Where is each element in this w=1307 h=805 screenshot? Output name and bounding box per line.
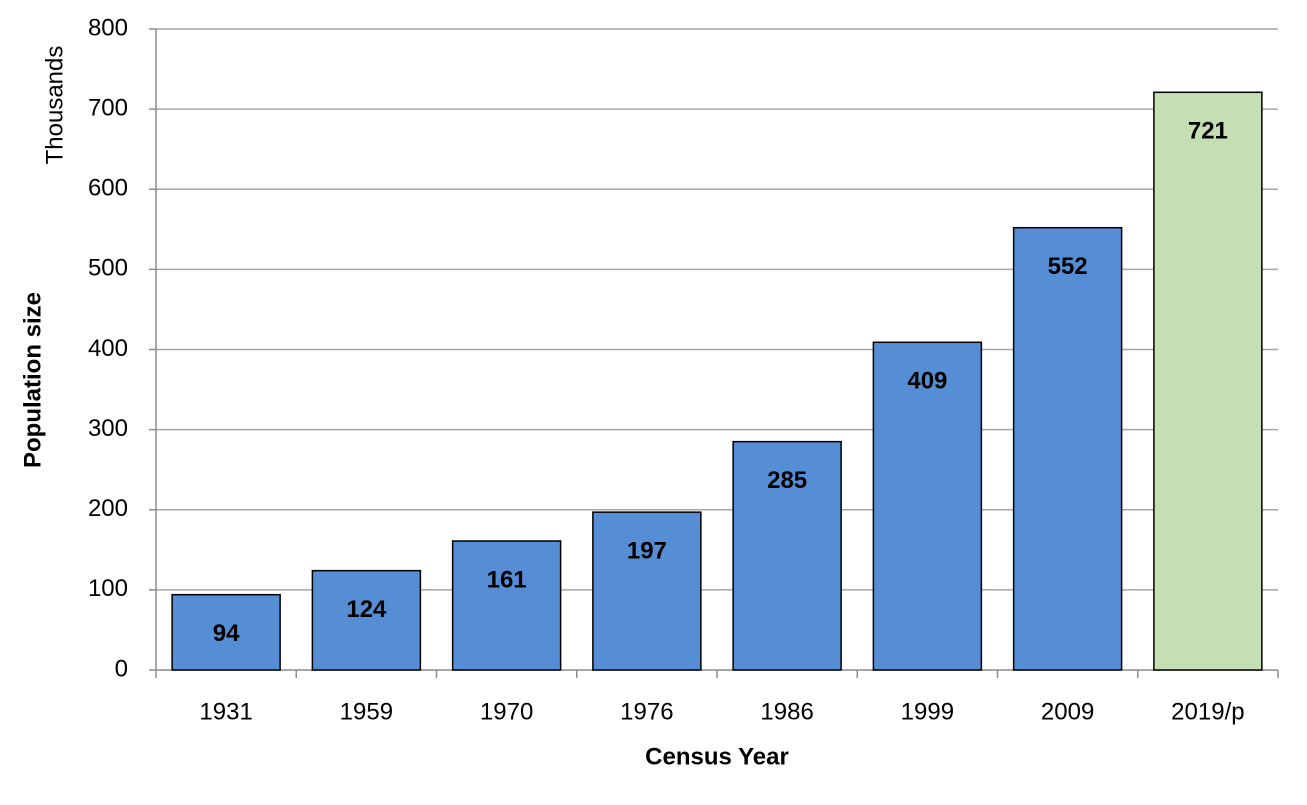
x-tick-label: 1970 <box>480 698 533 725</box>
bar <box>1153 91 1263 671</box>
bar <box>872 341 983 671</box>
value-label: 552 <box>1048 253 1088 280</box>
bar <box>592 511 702 671</box>
bar <box>732 440 842 671</box>
y-tick-label: 200 <box>88 495 128 522</box>
y-tick-label: 300 <box>88 415 128 442</box>
bar <box>311 569 422 671</box>
value-label: 197 <box>627 537 667 564</box>
y-tick-label: 100 <box>88 575 128 602</box>
x-axis-title: Census Year <box>645 743 789 770</box>
x-tick-label: 2019/p <box>1171 698 1244 725</box>
y-tick-label: 800 <box>88 14 128 41</box>
value-label: 161 <box>487 566 527 593</box>
y-tick-label: 0 <box>115 655 128 682</box>
y-tick-label: 600 <box>88 175 128 202</box>
y-unit-label: Thousands <box>41 46 68 165</box>
value-label: 124 <box>346 596 387 623</box>
bar <box>171 593 281 671</box>
y-tick-label: 400 <box>88 335 128 362</box>
x-tick-label: 1986 <box>760 698 813 725</box>
y-tick-label: 700 <box>88 94 128 121</box>
value-label: 285 <box>767 467 807 494</box>
value-label: 721 <box>1188 118 1228 145</box>
value-label: 409 <box>907 368 947 395</box>
value-label: 94 <box>213 620 240 647</box>
bar <box>451 540 562 671</box>
y-tick-label: 500 <box>88 255 128 282</box>
x-tick-label: 2009 <box>1041 698 1094 725</box>
x-tick-label: 1959 <box>340 698 393 725</box>
x-tick-label: 1976 <box>620 698 673 725</box>
y-axis-title: Population size <box>19 292 46 468</box>
x-tick-label: 1999 <box>901 698 954 725</box>
x-tick-label: 1931 <box>199 698 252 725</box>
bar <box>1012 226 1123 671</box>
